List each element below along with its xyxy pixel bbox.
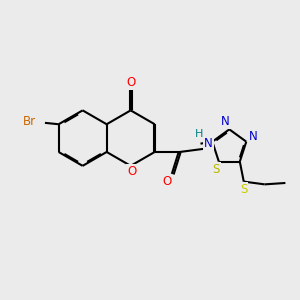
- Text: N: N: [249, 130, 258, 143]
- Text: O: O: [126, 76, 135, 89]
- Text: S: S: [212, 163, 220, 176]
- Text: S: S: [240, 183, 247, 196]
- Text: O: O: [162, 175, 171, 188]
- Text: Br: Br: [22, 116, 36, 128]
- Text: N: N: [204, 137, 213, 150]
- Text: H: H: [195, 129, 204, 139]
- Text: O: O: [127, 165, 136, 178]
- Text: N: N: [221, 115, 230, 128]
